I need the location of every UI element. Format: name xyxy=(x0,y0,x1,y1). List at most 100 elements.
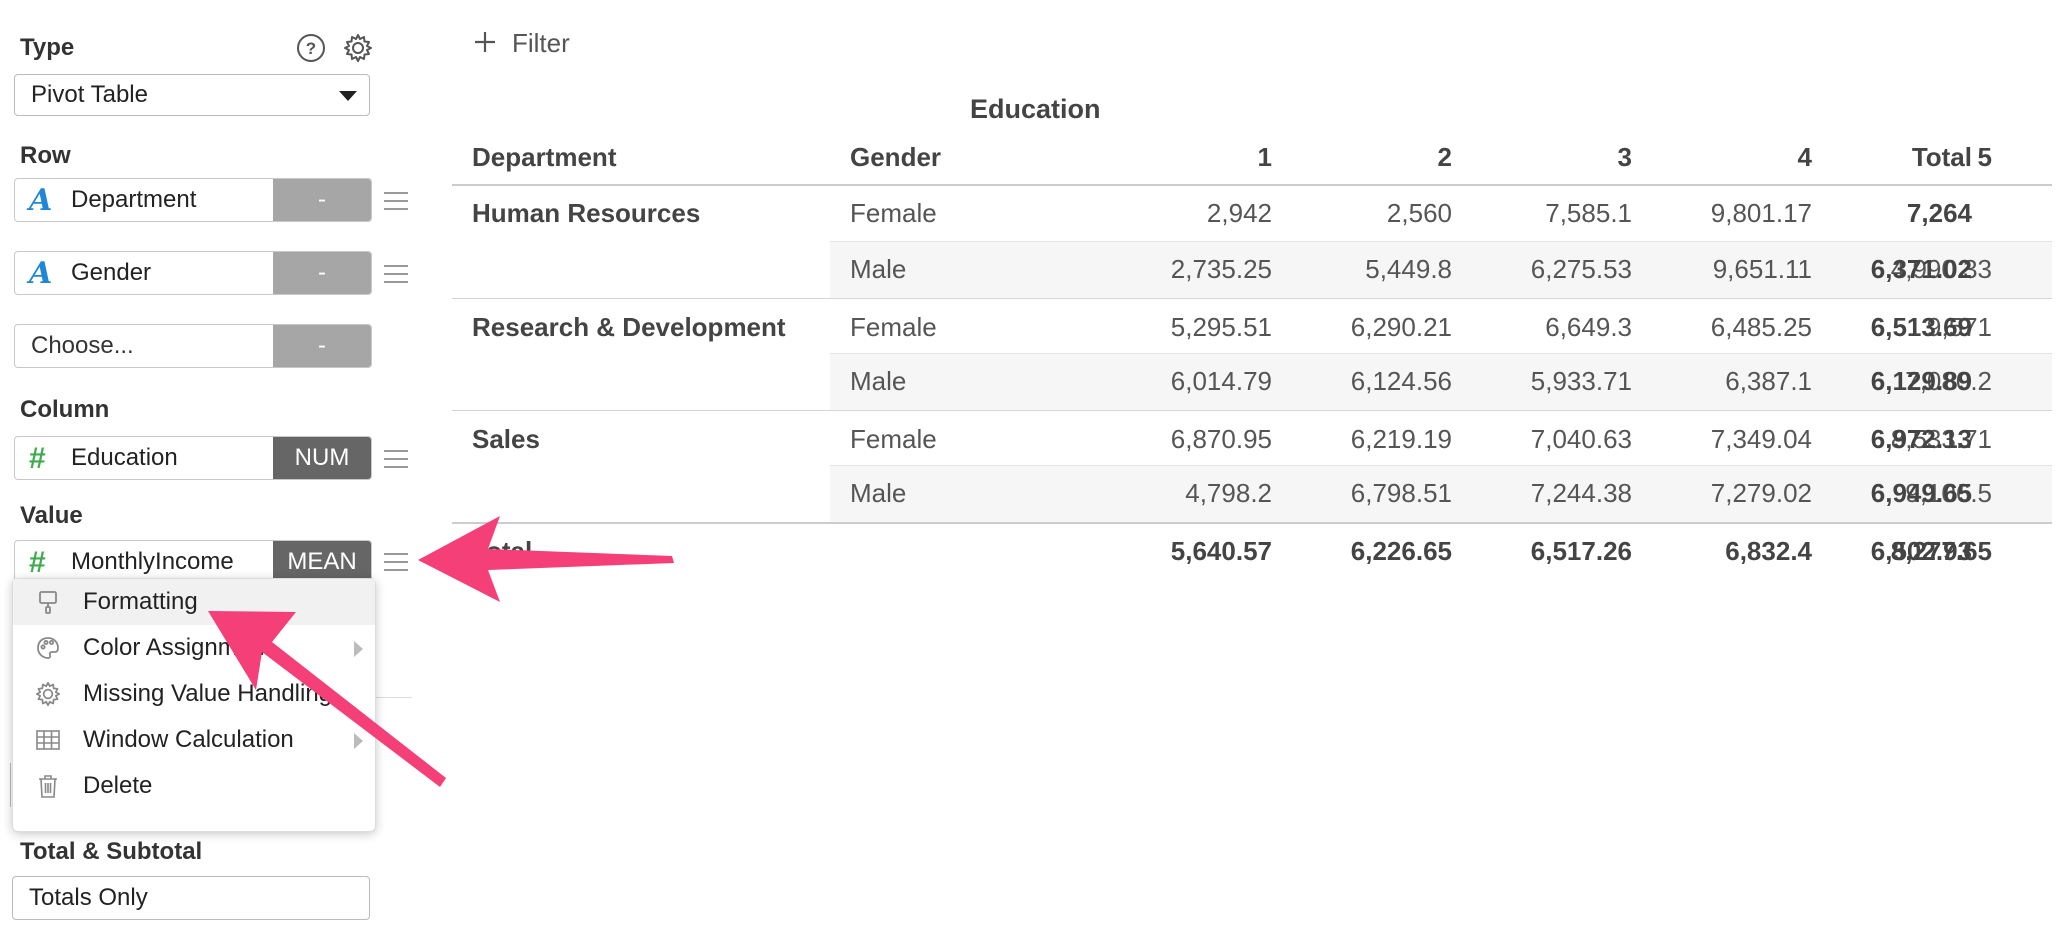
palette-icon xyxy=(35,635,61,661)
column-header-4[interactable]: 4 xyxy=(1797,142,1812,172)
value-cell: 5,933.71 xyxy=(1530,366,1632,396)
row-aggregation-button[interactable]: - xyxy=(273,325,371,367)
column-header-total[interactable]: Total xyxy=(1911,142,1972,172)
number-type-icon: # xyxy=(29,546,46,579)
column-aggregation-button[interactable]: NUM xyxy=(273,437,371,479)
value-aggregation-button[interactable]: MEAN xyxy=(273,541,371,583)
value-cell: 2,942 xyxy=(1206,198,1272,228)
menu-item-color-assignment[interactable]: Color Assignment xyxy=(13,625,375,671)
help-icon[interactable]: ? xyxy=(296,33,326,63)
row-total-cell: 7,264 xyxy=(1906,198,1972,228)
value-cell: 7,279.02 xyxy=(1710,478,1812,508)
menu-item-label: Color Assignment xyxy=(83,634,272,661)
row-section-label: Row xyxy=(20,142,71,169)
value-cell: 2,560 xyxy=(1386,198,1452,228)
column-header-5[interactable]: 5 xyxy=(1977,142,1992,172)
grand-total-cell: 6,502.93 xyxy=(1870,536,1972,566)
row-stripe xyxy=(830,354,2052,410)
value-section-label: Value xyxy=(20,502,83,529)
row-aggregation-button[interactable]: - xyxy=(273,179,371,221)
value-cell: 7,080.2 xyxy=(1905,366,1992,396)
department-cell: Human Resources xyxy=(472,198,701,228)
value-cell: 6,387.1 xyxy=(1725,366,1812,396)
column-group-header: Education xyxy=(970,94,1101,124)
value-cell: 9,801.17 xyxy=(1710,198,1812,228)
row-divider xyxy=(830,465,2052,466)
chart-type-select[interactable]: Pivot Table xyxy=(14,74,370,116)
menu-item-label: Formatting xyxy=(83,588,198,615)
value-cell: 4,990.33 xyxy=(1890,254,1992,284)
value-cell: 6,124.56 xyxy=(1350,366,1452,396)
group-divider xyxy=(452,298,2052,299)
row-field-gender[interactable]: A Gender - xyxy=(14,251,372,295)
column-header-2[interactable]: 2 xyxy=(1437,142,1452,172)
row-field-label: Gender xyxy=(71,259,152,286)
value-cell: 7,585.1 xyxy=(1545,198,1632,228)
row-field-label: Department xyxy=(71,186,197,213)
totals-section-label: Total & Subtotal xyxy=(20,838,203,865)
gear-icon[interactable] xyxy=(343,33,373,63)
table-grid-icon xyxy=(35,727,61,753)
value-context-menu: Formatting Color Assignment Missing Valu… xyxy=(12,578,376,832)
gender-cell: Male xyxy=(850,254,907,284)
drag-handle-icon[interactable] xyxy=(384,553,408,573)
drag-handle-icon[interactable] xyxy=(384,265,408,285)
column-total-cell: 6,517.26 xyxy=(1530,536,1632,566)
column-field-label: Education xyxy=(71,444,178,471)
header-divider xyxy=(452,184,2052,186)
text-type-icon: A xyxy=(29,256,53,291)
chart-type-value: Pivot Table xyxy=(31,81,148,108)
department-cell: Sales xyxy=(472,424,540,454)
menu-item-missing-value-handling[interactable]: Missing Value Handling xyxy=(13,671,375,717)
value-cell: 2,735.25 xyxy=(1170,254,1272,284)
row-field-choose[interactable]: Choose... - xyxy=(14,324,372,368)
gender-cell: Male xyxy=(850,366,907,396)
row-field-placeholder: Choose... xyxy=(31,332,134,359)
menu-item-window-calculation[interactable]: Window Calculation xyxy=(13,717,375,763)
submenu-arrow-icon xyxy=(354,733,363,749)
value-cell: 5,449.8 xyxy=(1365,254,1452,284)
plus-icon xyxy=(472,24,498,61)
value-cell: 6,870.95 xyxy=(1170,424,1272,454)
value-cell: 6,275.53 xyxy=(1530,254,1632,284)
row-aggregation-button[interactable]: - xyxy=(273,252,371,294)
value-cell: 6,219.19 xyxy=(1350,424,1452,454)
value-cell: 7,244.38 xyxy=(1530,478,1632,508)
value-cell: 9,106.5 xyxy=(1905,478,1992,508)
row-field-department[interactable]: A Department - xyxy=(14,178,372,222)
value-cell: 7,040.63 xyxy=(1530,424,1632,454)
totals-select[interactable]: Totals Only xyxy=(12,876,370,920)
submenu-arrow-icon xyxy=(354,641,363,657)
filter-label: Filter xyxy=(512,28,570,58)
menu-item-delete[interactable]: Delete xyxy=(13,763,375,809)
value-cell: 6,649.3 xyxy=(1545,312,1632,342)
column-total-cell: 6,226.65 xyxy=(1350,536,1452,566)
svg-text:?: ? xyxy=(306,39,316,58)
value-cell: 5,295.51 xyxy=(1170,312,1272,342)
gear-icon xyxy=(35,681,61,707)
menu-item-formatting[interactable]: Formatting xyxy=(13,579,375,625)
group-divider xyxy=(452,410,2052,411)
row-divider xyxy=(830,353,2052,354)
value-cell: 9,571 xyxy=(1926,312,1992,342)
column-header-1[interactable]: 1 xyxy=(1257,142,1272,172)
row-total-cell: 6,129.89 xyxy=(1870,366,1972,396)
value-cell: 6,290.21 xyxy=(1350,312,1452,342)
department-cell: Research & Development xyxy=(472,312,786,342)
menu-item-label: Missing Value Handling xyxy=(83,680,333,707)
value-cell: 7,349.04 xyxy=(1710,424,1812,454)
gender-cell: Female xyxy=(850,198,937,228)
drag-handle-icon[interactable] xyxy=(384,450,408,470)
column-header-gender[interactable]: Gender xyxy=(850,142,942,172)
total-divider xyxy=(452,522,2052,524)
drag-handle-icon[interactable] xyxy=(384,192,408,212)
menu-item-label: Delete xyxy=(83,772,153,799)
menu-item-label: Window Calculation xyxy=(83,726,294,753)
value-field-monthlyincome[interactable]: # MonthlyIncome MEAN xyxy=(14,540,372,584)
column-field-education[interactable]: # Education NUM xyxy=(14,436,372,480)
gender-cell: Female xyxy=(850,424,937,454)
column-header-3[interactable]: 3 xyxy=(1617,142,1632,172)
value-cell: 9,651.11 xyxy=(1712,254,1812,284)
value-cell: 6,014.79 xyxy=(1170,366,1272,396)
column-header-department[interactable]: Department xyxy=(472,142,617,172)
